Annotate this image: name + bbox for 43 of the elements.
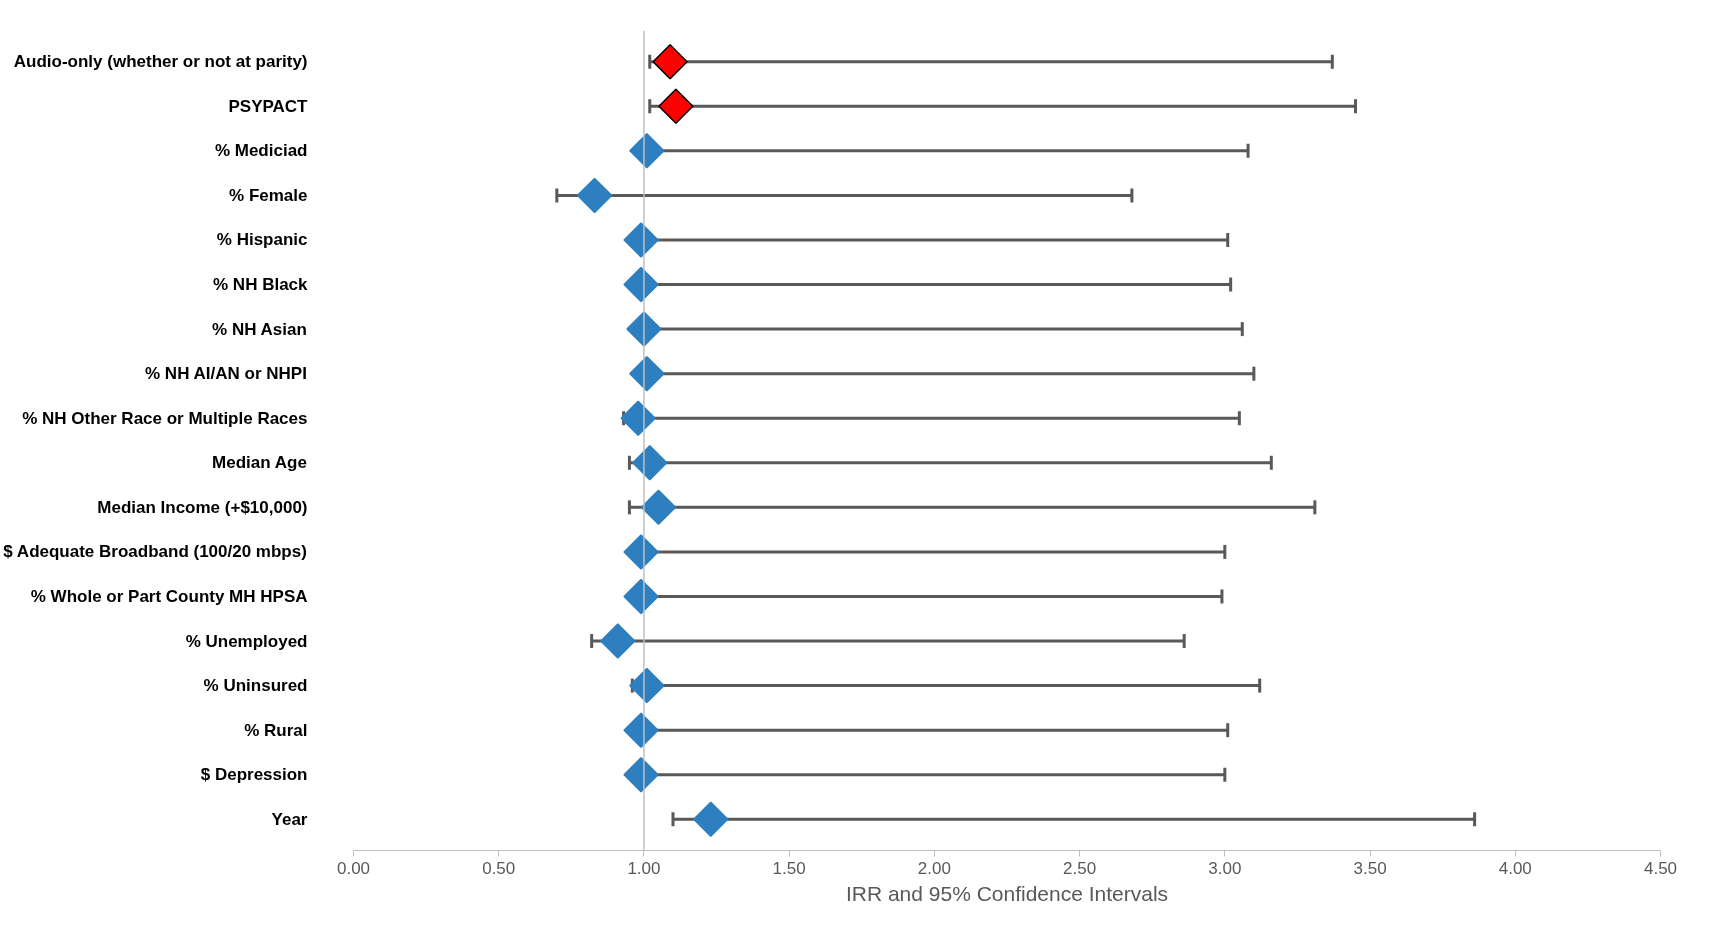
x-tick-label: 4.00 [1498, 858, 1532, 878]
y-tick-label: PSYPACT [228, 96, 309, 116]
y-tick-label: $ Adequate Broadband (100/20 mbps) [3, 542, 307, 562]
point [623, 266, 659, 303]
y-tick-label: % Unemployed [185, 631, 308, 651]
x-tick-label: 3.00 [1208, 858, 1242, 878]
point [623, 578, 659, 615]
y-tick-label: Year [271, 809, 308, 829]
x-tick-label: 1.00 [627, 858, 661, 878]
point [623, 757, 659, 793]
y-tick-label: % NH AI/AN or NHPI [145, 364, 307, 384]
y-tick-label: % Uninsured [203, 676, 308, 696]
y-tick-label: $ Depression [200, 765, 308, 785]
point [693, 801, 729, 838]
y-tick-label: Audio-only (whether or not at parity) [13, 52, 308, 72]
point [623, 712, 659, 748]
point [600, 623, 636, 659]
y-tick-label: % Rural [244, 720, 308, 740]
y-tick-label: % NH Other Race or Multiple Races [22, 408, 308, 428]
y-tick-label: % Mediciad [214, 141, 308, 161]
point [623, 534, 659, 570]
x-tick-label: 0.00 [336, 858, 371, 878]
y-tick-label: % NH Asian [212, 319, 307, 339]
point [658, 88, 694, 124]
point [623, 222, 659, 258]
y-tick-label: Median Income (+$10,000) [97, 497, 308, 517]
y-tick-label: % NH Black [213, 275, 309, 295]
point [620, 400, 656, 436]
x-tick-label: 4.50 [1643, 858, 1678, 878]
x-tick-label: 2.00 [917, 858, 951, 878]
y-tick-label: % Hispanic [216, 230, 308, 250]
x-tick-label: 0.50 [482, 858, 516, 878]
y-tick-label: % Whole or Part County MH HPSA [30, 586, 308, 606]
x-tick-label: 3.50 [1353, 858, 1387, 878]
point [576, 177, 613, 214]
x-tick-label: 2.50 [1063, 858, 1097, 878]
y-tick-label: % Female [229, 185, 308, 205]
point [640, 489, 677, 526]
y-tick-label: Median Age [212, 453, 307, 473]
x-axis-title: IRR and 95% Confidence Intervals [845, 881, 1169, 905]
x-tick-label: 1.50 [772, 858, 806, 878]
point [652, 43, 688, 80]
point [632, 445, 668, 481]
